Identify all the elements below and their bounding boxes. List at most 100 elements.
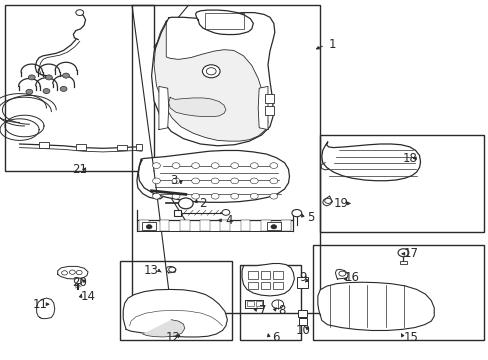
Circle shape	[211, 178, 219, 184]
Bar	[117, 145, 127, 150]
Text: 1: 1	[328, 39, 336, 51]
Text: 19: 19	[333, 197, 348, 210]
Polygon shape	[154, 21, 267, 141]
Bar	[399, 261, 406, 264]
Bar	[240, 220, 250, 231]
Text: 10: 10	[295, 324, 309, 337]
Text: 14: 14	[81, 291, 95, 303]
Bar	[139, 220, 149, 231]
Circle shape	[202, 65, 220, 78]
Circle shape	[269, 193, 277, 199]
Text: 18: 18	[402, 152, 416, 165]
Bar	[261, 220, 270, 231]
Bar	[248, 282, 258, 289]
Bar	[260, 271, 270, 279]
Bar	[39, 142, 49, 148]
Text: 15: 15	[403, 331, 417, 344]
Text: 20: 20	[72, 276, 86, 289]
Circle shape	[172, 178, 180, 184]
Polygon shape	[321, 142, 420, 181]
Circle shape	[191, 193, 199, 199]
Bar	[298, 310, 306, 317]
Bar	[132, 5, 320, 313]
Bar	[320, 135, 483, 232]
Polygon shape	[242, 264, 294, 296]
Circle shape	[271, 300, 283, 309]
Circle shape	[230, 178, 238, 184]
Bar	[120, 261, 232, 340]
Bar	[142, 222, 156, 230]
Text: 2: 2	[199, 197, 206, 210]
Polygon shape	[245, 300, 263, 308]
Circle shape	[269, 178, 277, 184]
Polygon shape	[151, 13, 274, 146]
Circle shape	[191, 178, 199, 184]
Circle shape	[62, 73, 69, 78]
Text: 5: 5	[306, 211, 314, 224]
Circle shape	[338, 271, 345, 276]
Circle shape	[28, 75, 35, 80]
Circle shape	[76, 10, 83, 15]
Text: 7: 7	[258, 304, 266, 317]
Bar	[239, 265, 300, 340]
Bar	[312, 245, 483, 340]
Text: 12: 12	[166, 331, 181, 344]
Bar	[159, 220, 169, 231]
Text: 13: 13	[144, 264, 159, 277]
Circle shape	[152, 193, 160, 199]
Text: 16: 16	[344, 271, 359, 284]
Circle shape	[172, 163, 180, 168]
Polygon shape	[166, 266, 176, 273]
Bar	[264, 106, 273, 115]
Circle shape	[146, 225, 152, 229]
Circle shape	[178, 198, 193, 209]
Bar	[299, 318, 306, 325]
Polygon shape	[123, 289, 227, 337]
Circle shape	[211, 163, 219, 168]
Circle shape	[269, 163, 277, 168]
Bar	[76, 144, 85, 150]
Bar	[297, 277, 307, 288]
Circle shape	[69, 270, 75, 274]
Circle shape	[211, 193, 219, 199]
Polygon shape	[195, 10, 253, 35]
Bar	[272, 282, 282, 289]
Circle shape	[26, 89, 33, 94]
Bar	[247, 301, 253, 306]
Text: 3: 3	[169, 174, 177, 186]
Bar	[264, 94, 273, 103]
Polygon shape	[138, 150, 289, 202]
Circle shape	[172, 193, 180, 199]
Circle shape	[230, 193, 238, 199]
Polygon shape	[168, 97, 225, 117]
Bar	[180, 220, 189, 231]
Circle shape	[270, 225, 276, 229]
Circle shape	[168, 267, 175, 272]
Circle shape	[324, 198, 331, 203]
Circle shape	[230, 163, 238, 168]
Circle shape	[250, 178, 258, 184]
Polygon shape	[317, 282, 433, 330]
Bar	[173, 210, 181, 216]
Text: 8: 8	[277, 304, 285, 317]
Polygon shape	[37, 298, 55, 319]
Circle shape	[397, 249, 408, 257]
Circle shape	[74, 278, 82, 284]
Circle shape	[152, 163, 160, 168]
Polygon shape	[159, 86, 168, 130]
Text: 17: 17	[403, 247, 417, 260]
Bar	[200, 220, 209, 231]
Circle shape	[291, 210, 301, 217]
Polygon shape	[322, 196, 332, 206]
Circle shape	[45, 75, 52, 80]
Circle shape	[250, 163, 258, 168]
Circle shape	[222, 210, 229, 215]
Circle shape	[61, 271, 67, 275]
Text: 21: 21	[72, 163, 86, 176]
Polygon shape	[58, 266, 88, 279]
Bar	[255, 301, 262, 306]
Bar	[260, 282, 270, 289]
Polygon shape	[142, 320, 184, 337]
Circle shape	[191, 163, 199, 168]
Polygon shape	[258, 86, 267, 130]
